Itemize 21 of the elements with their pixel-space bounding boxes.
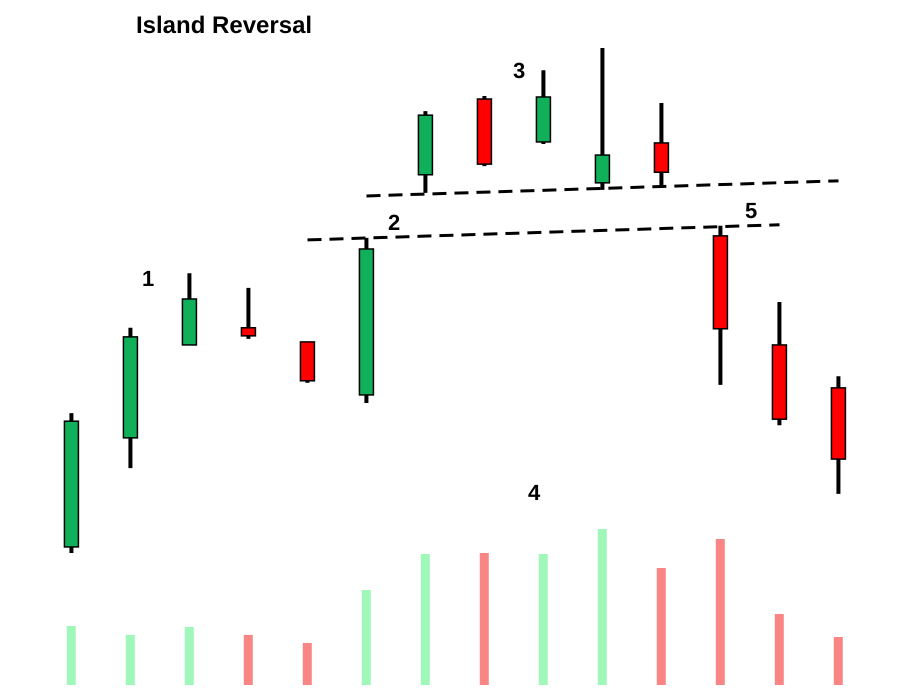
bar bbox=[66, 626, 76, 685]
bar bbox=[716, 538, 725, 685]
bar bbox=[362, 590, 371, 685]
bar bbox=[538, 554, 548, 685]
candlestick bbox=[240, 288, 256, 339]
bar bbox=[420, 554, 430, 685]
bar bbox=[126, 634, 135, 685]
annotation: 3 bbox=[513, 58, 526, 84]
annotation: 4 bbox=[528, 480, 540, 506]
annotation: 1 bbox=[142, 266, 154, 292]
bar bbox=[184, 626, 194, 685]
annotation: 5 bbox=[745, 198, 758, 224]
bar bbox=[480, 553, 489, 685]
bar bbox=[834, 636, 843, 685]
chart-title: Island Reversal bbox=[136, 12, 312, 40]
bar bbox=[774, 614, 784, 685]
bar bbox=[302, 643, 312, 685]
bar bbox=[598, 529, 607, 685]
annotation: 2 bbox=[388, 210, 400, 236]
bar bbox=[244, 634, 253, 685]
bar bbox=[656, 568, 666, 685]
